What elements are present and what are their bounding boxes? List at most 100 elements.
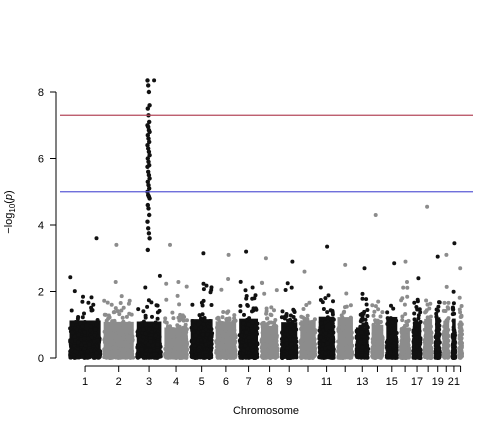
snp-point	[244, 296, 249, 301]
peak-point	[146, 89, 152, 95]
snp-point	[192, 319, 197, 324]
chromosome-13-points	[354, 266, 371, 360]
snp-point	[331, 324, 336, 329]
snp-point	[458, 310, 463, 315]
chromosome-1-points	[68, 236, 103, 360]
snp-point	[94, 351, 99, 355]
snp-point	[364, 302, 369, 307]
snp-point	[143, 322, 148, 327]
snp-point	[445, 324, 449, 329]
snp-point	[145, 304, 150, 309]
snp-point	[147, 327, 152, 332]
snp-point	[444, 355, 449, 360]
snp-point	[289, 285, 294, 290]
snp-point	[348, 303, 353, 308]
snp-point	[127, 298, 132, 303]
snp-point	[183, 322, 188, 327]
snp-point	[163, 351, 168, 356]
snp-point	[208, 336, 213, 341]
snp-point	[370, 349, 375, 354]
snp-point	[221, 310, 226, 314]
snp-point	[305, 350, 310, 355]
snp-point	[342, 340, 347, 344]
snp-point	[183, 334, 188, 339]
snp-point	[292, 355, 297, 360]
snp-point	[405, 320, 410, 325]
snp-point	[121, 319, 126, 324]
snp-point	[373, 304, 378, 309]
chromosome-1-top-point	[94, 236, 99, 241]
snp-point	[164, 297, 169, 302]
snp-point	[371, 313, 376, 318]
snp-point	[394, 349, 398, 354]
snp-point	[399, 330, 404, 335]
chromosome-10-top-point	[302, 269, 307, 274]
snp-point	[255, 341, 260, 346]
snp-point	[400, 318, 405, 323]
snp-point	[150, 314, 154, 319]
snp-point	[325, 310, 330, 315]
chromosome-8-top-point	[263, 256, 268, 261]
snp-point	[359, 330, 364, 335]
snp-point	[226, 277, 231, 281]
snp-point	[386, 327, 391, 332]
snp-point	[329, 336, 334, 340]
snp-point	[267, 337, 272, 342]
snp-point	[358, 319, 363, 324]
snp-point	[127, 321, 132, 326]
snp-point	[310, 319, 315, 324]
chromosome-17-top-point	[416, 276, 421, 281]
snp-point	[361, 324, 366, 329]
snp-point	[283, 288, 288, 292]
snp-point	[294, 349, 299, 354]
chromosome-21-top-point	[452, 241, 457, 246]
snp-point	[452, 351, 456, 356]
snp-point	[451, 325, 456, 330]
snp-point	[178, 345, 183, 350]
snp-point	[347, 318, 352, 323]
snp-point	[291, 337, 296, 342]
snp-point	[243, 343, 248, 348]
chromosome-5-points	[189, 251, 215, 360]
snp-point	[190, 302, 195, 307]
peak-point	[145, 133, 150, 138]
snp-point	[378, 320, 383, 324]
snp-point	[372, 309, 377, 314]
snp-point	[345, 354, 350, 358]
snp-point	[311, 354, 316, 359]
chromosome-19-points	[433, 254, 442, 360]
snp-point	[307, 300, 312, 305]
snp-point	[148, 336, 153, 341]
snp-point	[164, 281, 169, 286]
snp-point	[356, 335, 361, 340]
snp-point	[426, 327, 430, 332]
chromosome-18-points	[422, 204, 434, 360]
snp-point	[249, 354, 254, 359]
peak-point	[145, 219, 150, 224]
snp-point	[135, 355, 140, 360]
snp-point	[305, 313, 310, 318]
snp-point	[403, 312, 408, 316]
snp-point	[405, 294, 410, 299]
snp-point	[154, 324, 159, 329]
snp-point	[266, 355, 271, 360]
snp-point	[137, 327, 142, 332]
snp-point	[118, 343, 123, 348]
snp-point	[73, 338, 78, 343]
snp-point	[264, 311, 269, 316]
snp-point	[244, 330, 249, 335]
snp-point	[219, 287, 224, 292]
snp-point	[388, 350, 393, 355]
snp-point	[284, 328, 289, 333]
snp-point	[121, 305, 126, 310]
snp-point	[339, 350, 344, 355]
snp-point	[451, 335, 456, 340]
snp-point	[80, 299, 85, 304]
peak-point	[147, 103, 152, 108]
snp-point	[221, 323, 226, 327]
snp-point	[113, 280, 118, 284]
snp-point	[363, 317, 368, 322]
snp-point	[444, 331, 449, 336]
snp-point	[272, 350, 277, 355]
snp-point	[241, 321, 246, 326]
